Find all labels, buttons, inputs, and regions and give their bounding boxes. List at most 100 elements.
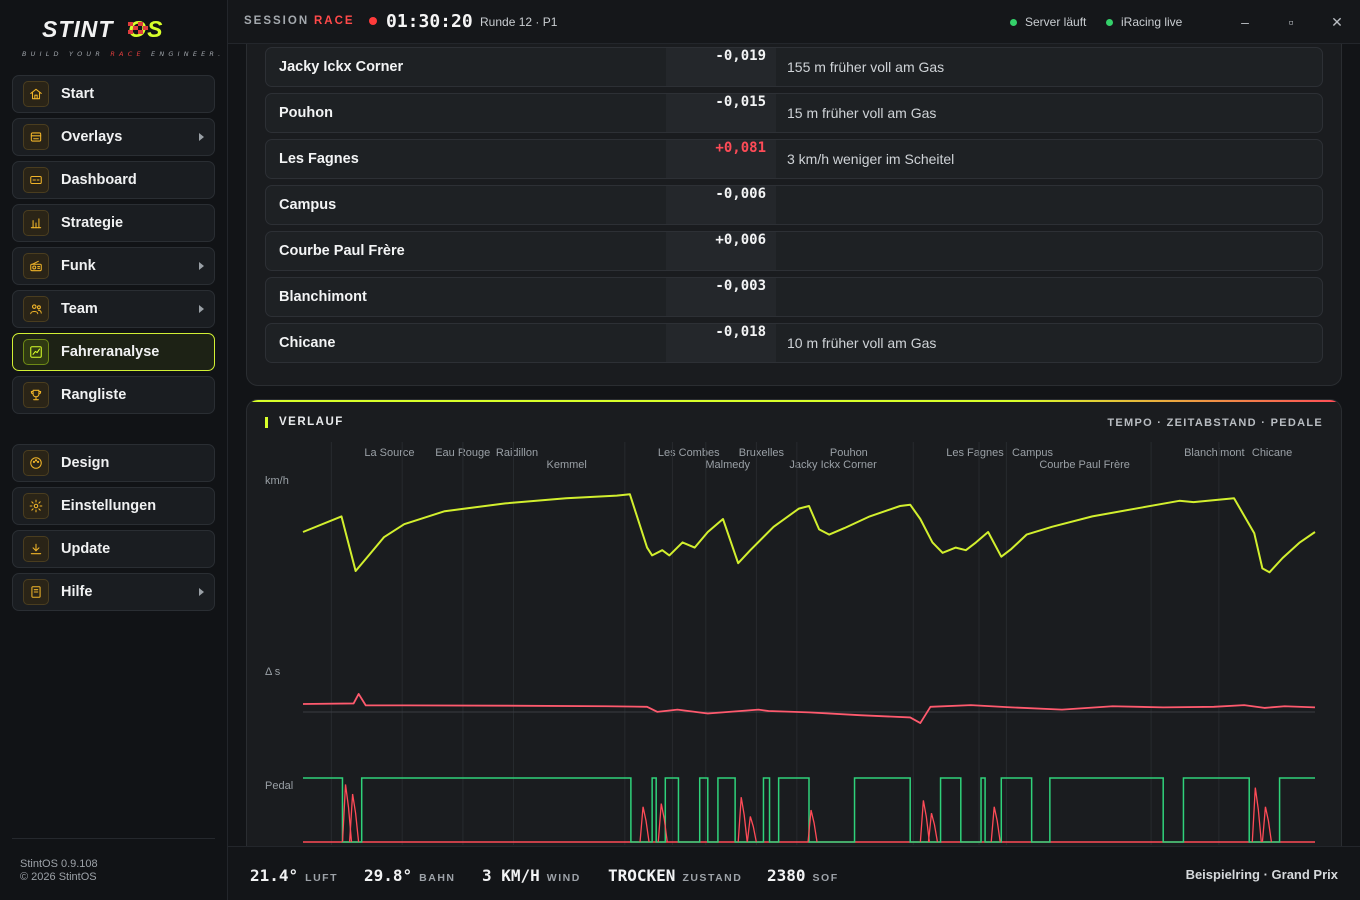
weather-item: 2380 SOF bbox=[767, 866, 839, 885]
weather-unit: SOF bbox=[812, 872, 839, 884]
card-accent-line bbox=[247, 400, 1341, 402]
checkered-flag-icon bbox=[128, 22, 148, 34]
sidebar-item-label: Funk bbox=[61, 258, 96, 274]
corner-name: Les Fagnes bbox=[279, 151, 359, 167]
sidebar-item-label: Team bbox=[61, 301, 98, 317]
table-row: Chicane -0,018 10 m früher voll am Gas bbox=[265, 323, 1323, 363]
bar-chart-icon bbox=[23, 210, 49, 236]
sidebar-item-einstellungen[interactable]: Einstellungen bbox=[12, 487, 215, 525]
brake-spike bbox=[348, 793, 360, 843]
sidebar-item-overlays[interactable]: Overlays bbox=[12, 118, 215, 156]
book-icon bbox=[23, 579, 49, 605]
corner-note: 155 m früher voll am Gas bbox=[787, 59, 945, 75]
close-button[interactable]: ✕ bbox=[1331, 14, 1343, 30]
sidebar-item-start[interactable]: Start bbox=[12, 75, 215, 113]
sector-label: Bruxelles bbox=[739, 447, 785, 459]
table-row: Campus -0,006 bbox=[265, 185, 1323, 225]
sidebar: STINT OS BUILD YOUR RACE ENGINEER. Start… bbox=[0, 0, 228, 900]
weather-item: TROCKEN ZUSTAND bbox=[608, 866, 742, 885]
delta-series-line bbox=[302, 693, 1316, 724]
trophy-icon bbox=[23, 382, 49, 408]
sidebar-item-label: Update bbox=[61, 541, 111, 557]
corner-name: Jacky Ickx Corner bbox=[279, 59, 404, 75]
sidebar-item-strategie[interactable]: Strategie bbox=[12, 204, 215, 242]
chevron-right-icon bbox=[199, 588, 204, 596]
brake-spike bbox=[919, 800, 931, 843]
lap-position: Runde 12 · P1 bbox=[480, 15, 558, 29]
sidebar-item-rangliste[interactable]: Rangliste bbox=[12, 376, 215, 414]
sector-label: Chicane bbox=[1252, 447, 1292, 459]
home-icon bbox=[23, 81, 49, 107]
maximize-button[interactable]: ▫ bbox=[1288, 14, 1294, 30]
brake-spike bbox=[807, 809, 818, 843]
overlay-icon bbox=[23, 124, 49, 150]
brake-spike bbox=[639, 806, 650, 843]
sidebar-item-fahreranalyse[interactable]: Fahreranalyse bbox=[12, 333, 215, 371]
sidebar-item-funk[interactable]: Funk bbox=[12, 247, 215, 285]
weather-item: 3 KM/H WIND bbox=[482, 866, 581, 885]
chevron-right-icon bbox=[199, 133, 204, 141]
brake-spike bbox=[1251, 787, 1262, 843]
sidebar-item-label: Design bbox=[61, 455, 110, 471]
sector-label: Jacky Ickx Corner bbox=[789, 459, 877, 471]
speed-series-line bbox=[302, 493, 1316, 574]
main-content: Jacky Ickx Corner -0,019 155 m früher voll… bbox=[228, 44, 1360, 846]
sidebar-item-update[interactable]: Update bbox=[12, 530, 215, 568]
chart-title: VERLAUF bbox=[265, 416, 344, 428]
corner-delta: -0,015 bbox=[666, 94, 776, 132]
weather-unit: LUFT bbox=[305, 872, 338, 884]
corner-delta: +0,006 bbox=[666, 232, 776, 270]
weather-value: 21.4° bbox=[250, 866, 299, 885]
corner-note: 15 m früher voll am Gas bbox=[787, 105, 937, 121]
dashboard-icon bbox=[23, 167, 49, 193]
brand-tagline: BUILD YOUR RACE ENGINEER. bbox=[22, 50, 225, 58]
chart-subtitle: TEMPO · ZEITABSTAND · PEDALE bbox=[1107, 417, 1323, 429]
minimize-button[interactable]: – bbox=[1241, 14, 1249, 30]
brake-spike bbox=[927, 813, 939, 843]
weather-value: TROCKEN bbox=[608, 866, 676, 885]
sidebar-item-label: Dashboard bbox=[61, 172, 137, 188]
session-label: SESSION bbox=[244, 15, 310, 27]
status-footer: 21.4° LUFT 29.8° BAHN 3 KM/H WIND TROCKEN ZUSTA… bbox=[228, 846, 1360, 900]
table-row: Courbe Paul Frère +0,006 bbox=[265, 231, 1323, 271]
sector-label: Kemmel bbox=[547, 459, 587, 471]
sidebar-item-hilfe[interactable]: Hilfe bbox=[12, 573, 215, 611]
sidebar-item-dashboard[interactable]: Dashboard bbox=[12, 161, 215, 199]
weather-unit: WIND bbox=[546, 872, 581, 884]
throttle-series-line bbox=[303, 777, 1315, 843]
brake-spike bbox=[657, 803, 668, 843]
table-row: Blanchimont -0,003 bbox=[265, 277, 1323, 317]
chevron-right-icon bbox=[199, 262, 204, 270]
corner-name: Campus bbox=[279, 197, 337, 213]
iracing-status: iRacing live bbox=[1106, 15, 1182, 29]
sector-label: La Source bbox=[364, 447, 414, 459]
track-name: Beispielring · Grand Prix bbox=[1185, 867, 1338, 882]
sidebar-item-design[interactable]: Design bbox=[12, 444, 215, 482]
trend-chart-icon bbox=[23, 339, 49, 365]
corner-delta: -0,003 bbox=[666, 278, 776, 316]
sidebar-item-label: Overlays bbox=[61, 129, 123, 145]
brake-spike bbox=[737, 797, 748, 843]
server-status-label: Server läuft bbox=[1025, 15, 1087, 29]
version-text: StintOS 0.9.108 bbox=[20, 858, 98, 870]
download-icon bbox=[23, 536, 49, 562]
table-row: Pouhon -0,015 15 m früher voll am Gas bbox=[265, 93, 1323, 133]
pedal-axis-label: Pedal bbox=[265, 780, 293, 792]
weather-value: 3 KM/H bbox=[482, 866, 540, 885]
live-dot-icon bbox=[369, 17, 377, 25]
brand-logo: STINT OS BUILD YOUR RACE ENGINEER. bbox=[22, 16, 220, 62]
table-row: Les Fagnes +0,081 3 km/h weniger im Scheit… bbox=[265, 139, 1323, 179]
delta-axis-label: Δ s bbox=[265, 666, 281, 678]
sidebar-item-team[interactable]: Team bbox=[12, 290, 215, 328]
radio-icon bbox=[23, 253, 49, 279]
brake-spike bbox=[1261, 806, 1273, 843]
team-icon bbox=[23, 296, 49, 322]
weather-value: 2380 bbox=[767, 866, 806, 885]
corner-note: 10 m früher voll am Gas bbox=[787, 335, 937, 351]
copyright-text: © 2026 StintOS bbox=[20, 871, 97, 883]
chevron-right-icon bbox=[199, 305, 204, 313]
status-dot-icon bbox=[1106, 18, 1113, 26]
server-status: Server läuft bbox=[1010, 15, 1086, 29]
